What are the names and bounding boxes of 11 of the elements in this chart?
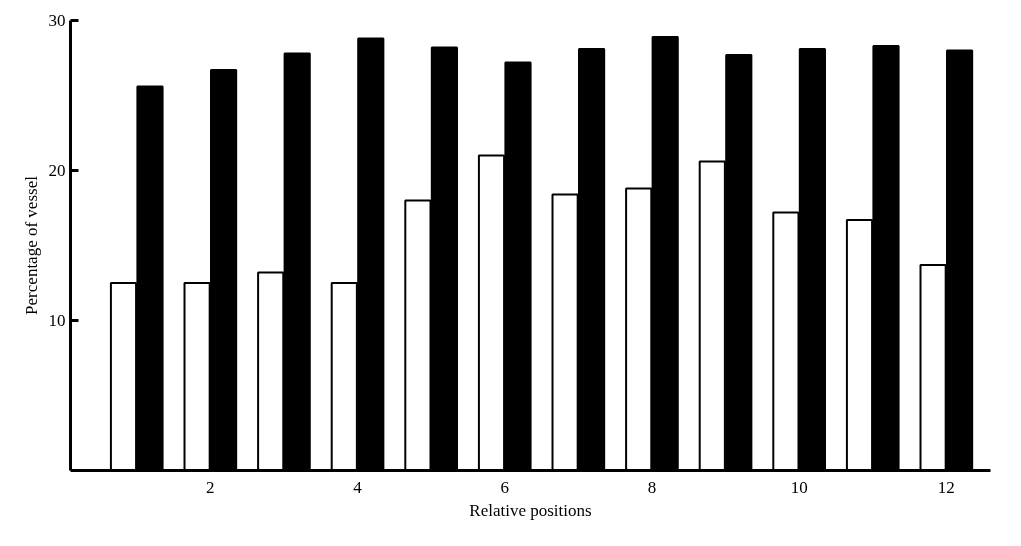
x-axis-title: Relative positions <box>469 500 592 520</box>
x-tick-label: 6 <box>500 477 509 497</box>
x-tick-label: 10 <box>790 477 808 497</box>
y-tick-label: 20 <box>48 161 66 180</box>
y-tick-label: 10 <box>48 311 66 330</box>
y-axis-title: Percentage of vessel <box>21 175 41 315</box>
x-tick-label: 2 <box>206 477 215 497</box>
x-tick-label: 4 <box>353 477 363 497</box>
x-tick-label: 8 <box>647 477 657 497</box>
x-tick-label: 12 <box>937 477 955 497</box>
y-tick-label: 30 <box>48 11 66 30</box>
